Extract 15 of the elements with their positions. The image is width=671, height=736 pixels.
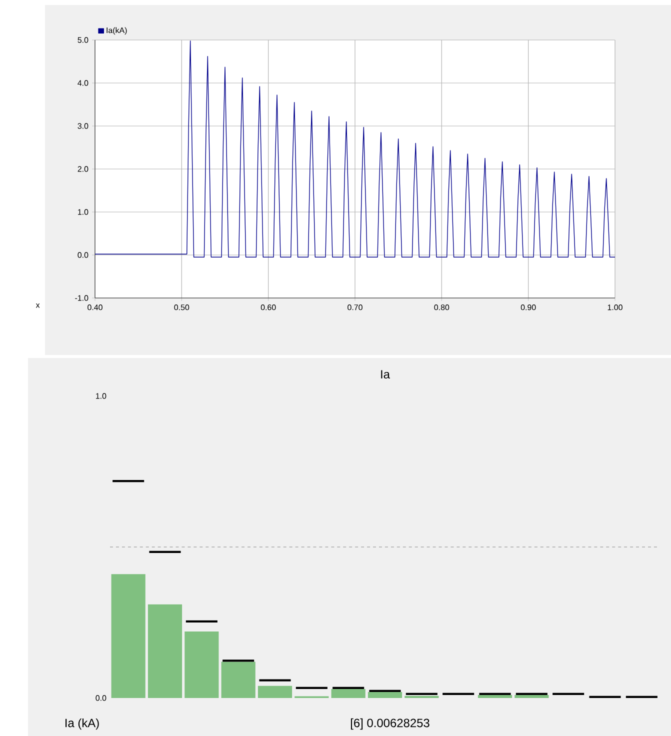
text: [6] 0.00628253 [350, 718, 430, 730]
bar [221, 662, 256, 698]
bar [148, 604, 182, 698]
bar [149, 550, 181, 554]
bar [184, 632, 219, 698]
bar [368, 692, 402, 698]
text: Ia (kA) [66, 718, 99, 730]
bar [112, 480, 144, 482]
line-series [95, 40, 615, 258]
chart-title: Ia [381, 370, 390, 379]
bar [478, 694, 512, 698]
bar [514, 694, 549, 698]
bar [258, 686, 292, 698]
bar [111, 574, 146, 698]
bar [331, 688, 366, 698]
